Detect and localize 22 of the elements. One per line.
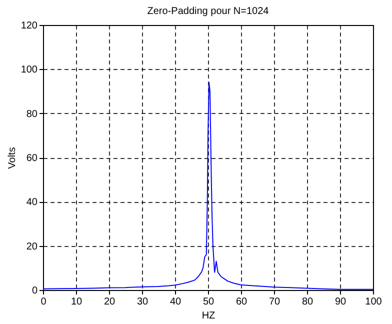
- x-tick-label: 0: [40, 296, 47, 308]
- x-tick-label: 40: [170, 296, 182, 308]
- y-tick-label: 80: [26, 108, 38, 120]
- y-tick-label: 40: [26, 197, 38, 208]
- x-tick-label: 100: [365, 296, 382, 308]
- x-tick-label: 70: [268, 296, 280, 308]
- x-axis-title: HZ: [202, 310, 216, 322]
- y-tick-label: 120: [20, 20, 38, 32]
- x-tick-label: 20: [104, 296, 116, 308]
- x-tick-label: 50: [202, 296, 214, 308]
- y-tick-label: 0: [32, 286, 38, 296]
- y-tick-label: 100: [20, 64, 38, 76]
- y-tick-label: 20: [26, 241, 38, 252]
- x-tick-label: 80: [302, 296, 314, 308]
- x-tick-label: 90: [334, 296, 346, 308]
- x-tick-label: 30: [136, 296, 148, 308]
- line-series: [43, 82, 373, 290]
- y-axis-title: Volts: [6, 147, 18, 169]
- x-tick-label: 10: [70, 296, 82, 308]
- chart-title: Zero-Padding pour N=1024: [147, 6, 270, 17]
- x-tick-label: 60: [236, 296, 248, 308]
- y-tick-label: 60: [26, 153, 38, 164]
